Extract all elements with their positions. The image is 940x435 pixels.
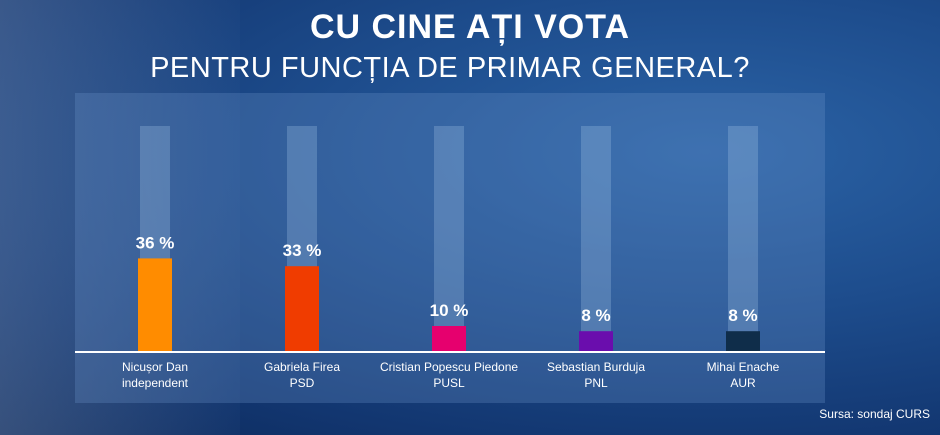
category-party: PNL xyxy=(584,376,608,390)
value-label: 10 % xyxy=(430,301,469,320)
category-party: PSD xyxy=(290,376,315,390)
bar-track xyxy=(434,126,464,352)
category-name: Nicușor Dan xyxy=(122,360,188,374)
category-party: AUR xyxy=(730,376,756,390)
bar xyxy=(579,331,613,352)
chart-subtitle: PENTRU FUNCȚIA DE PRIMAR GENERAL? xyxy=(150,52,750,84)
value-label: 8 % xyxy=(581,306,610,325)
bar-track xyxy=(728,126,758,352)
bar xyxy=(285,266,319,352)
category-party: independent xyxy=(122,376,189,390)
category-name: Cristian Popescu Piedone xyxy=(380,360,518,374)
value-label: 36 % xyxy=(136,233,175,252)
category-party: PUSL xyxy=(433,376,465,390)
value-label: 8 % xyxy=(728,306,757,325)
source-note: Sursa: sondaj CURS xyxy=(819,407,930,421)
bar xyxy=(138,258,172,352)
category-name: Mihai Enache xyxy=(707,360,780,374)
category-name: Sebastian Burduja xyxy=(547,360,645,374)
value-label: 33 % xyxy=(283,241,322,260)
bar xyxy=(432,326,466,352)
bar-track xyxy=(581,126,611,352)
chart-title: CU CINE AȚI VOTA xyxy=(309,8,631,46)
bar xyxy=(726,331,760,352)
category-name: Gabriela Firea xyxy=(264,360,340,374)
